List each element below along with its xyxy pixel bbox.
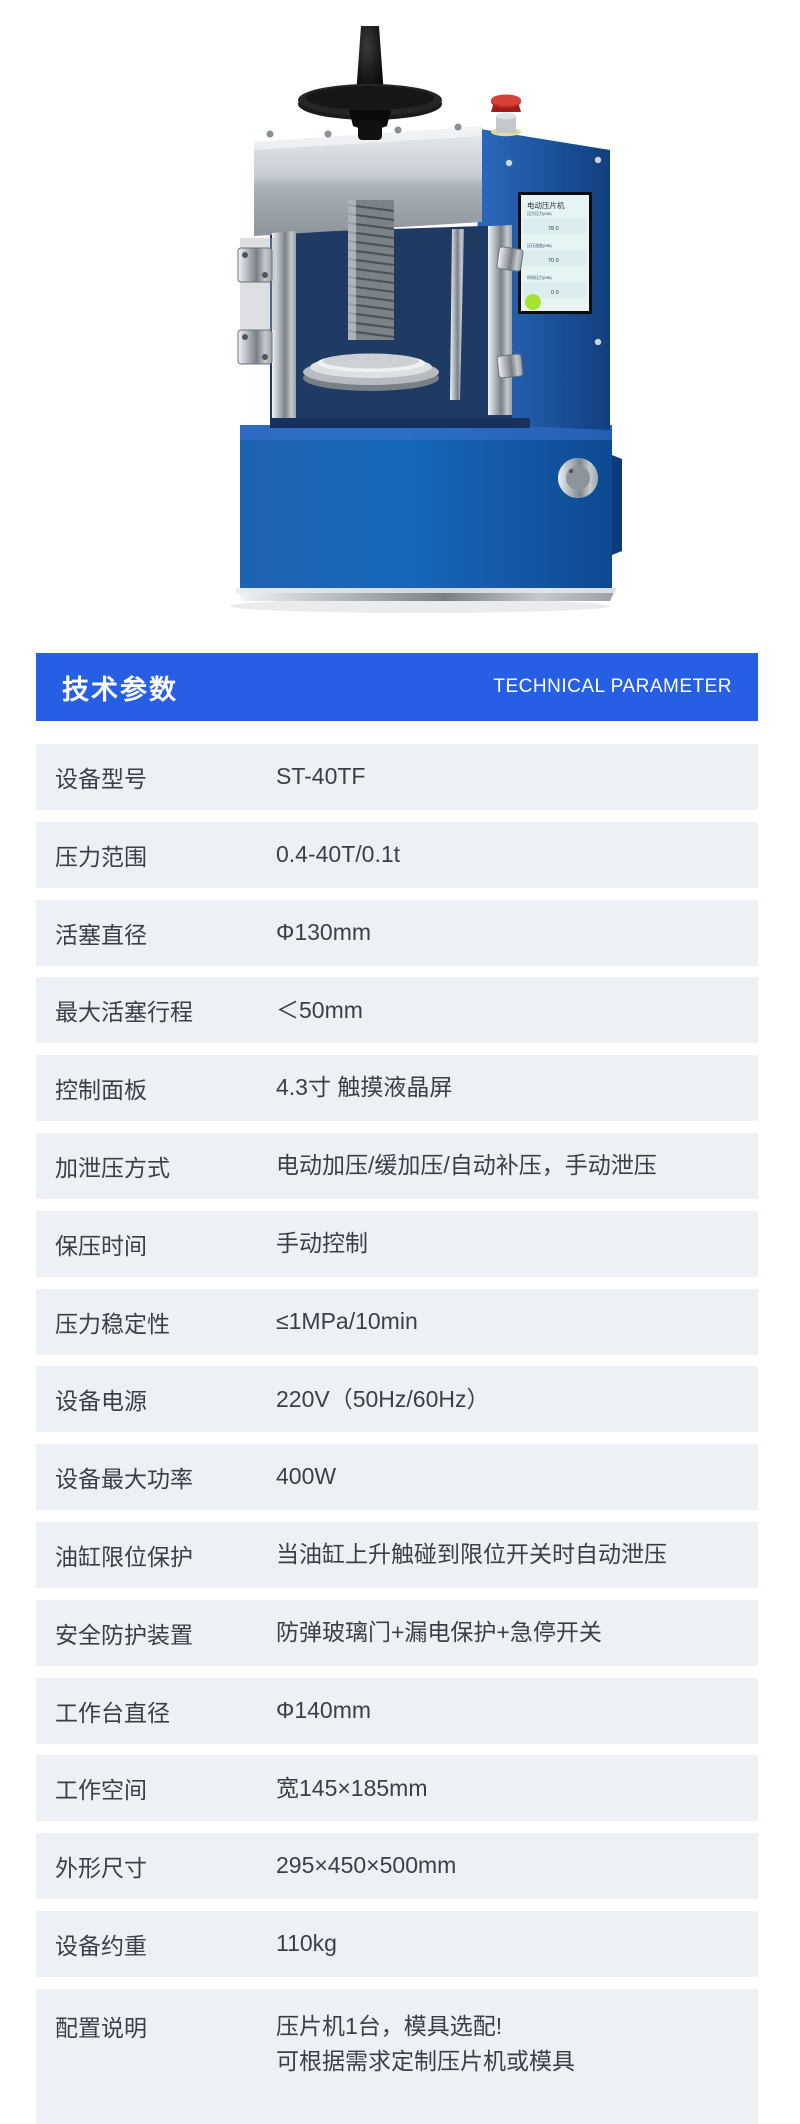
svg-text:0 0: 0 0 <box>551 290 559 296</box>
svg-text:压力压力(MB): 压力压力(MB) <box>527 210 552 216</box>
svg-text:电动压片机: 电动压片机 <box>527 200 565 210</box>
svg-text:70 0: 70 0 <box>548 258 559 264</box>
svg-text:时间压力(MB): 时间压力(MB) <box>527 274 552 280</box>
svg-text:78 0: 78 0 <box>548 226 559 232</box>
svg-text:压压速度(MB): 压压速度(MB) <box>527 242 552 248</box>
